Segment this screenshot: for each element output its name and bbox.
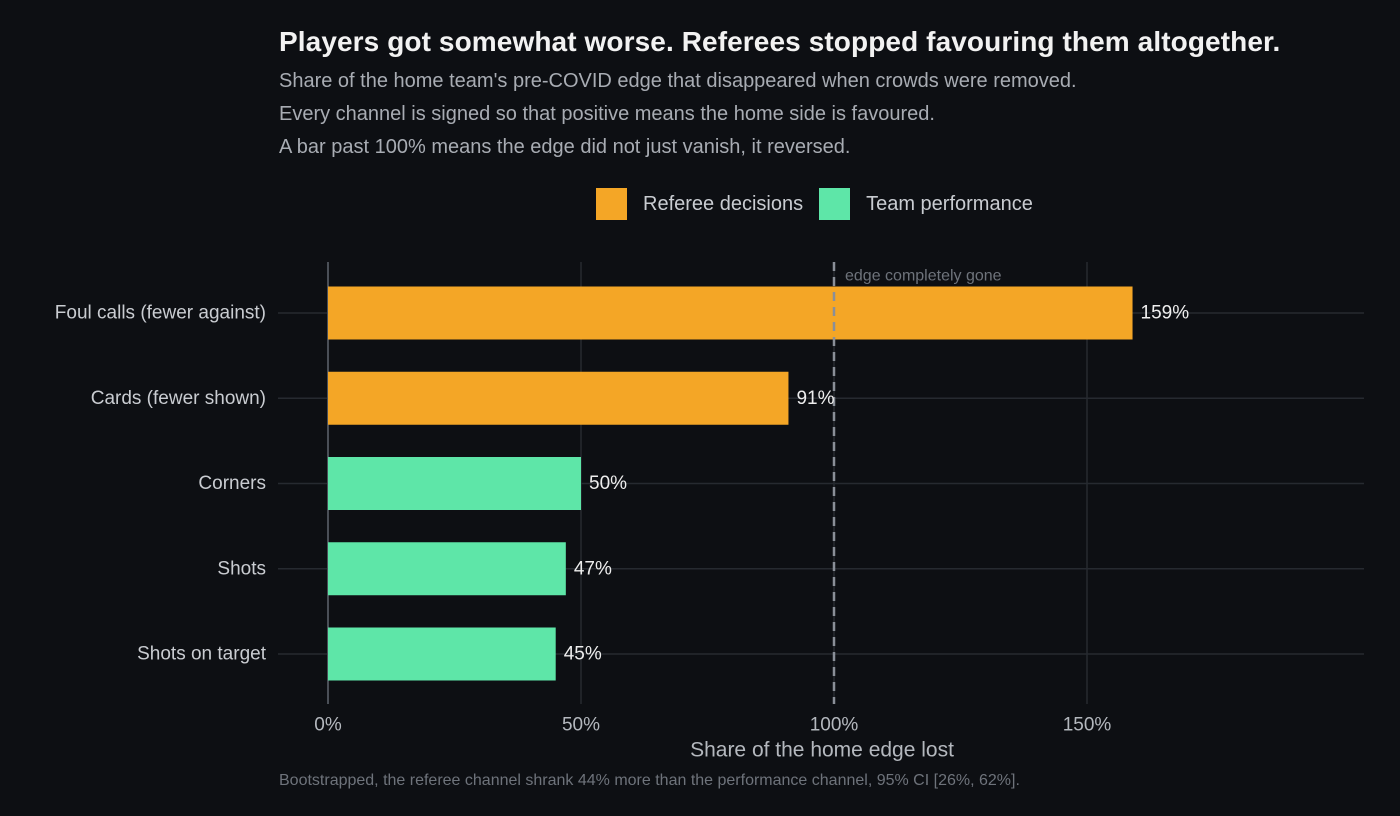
category-label: Shots on target [137,644,267,665]
legend-label-performance: Team performance [866,192,1033,215]
bar [328,457,581,510]
x-tick-label: 0% [314,715,342,736]
chart-title: Players got somewhat worse. Referees sto… [279,26,1281,57]
legend-item-referee: Referee decisions [596,188,803,220]
bar-value-label: 50% [589,473,627,494]
legend-swatch-performance [819,188,851,220]
legend-item-performance: Team performance [819,188,1033,220]
bar [328,627,556,681]
bar-value-label: 91% [796,388,834,409]
bar [328,371,789,425]
legend-swatch-referee [596,188,627,220]
category-label: Shots [217,558,266,579]
chart-caption: Bootstrapped, the referee channel shrank… [279,772,1020,789]
x-axis-title: Share of the home edge lost [690,739,954,762]
legend-label-referee: Referee decisions [643,192,804,215]
category-label: Cards (fewer shown) [91,388,266,409]
x-tick-label: 50% [562,715,600,736]
bar [328,286,1133,340]
label-layer: Foul calls (fewer against) Cards (fewer s… [55,268,1189,762]
chart-legend: Referee decisions Team performance [596,188,1049,220]
bar [328,542,566,596]
reference-line-label: edge completely gone [845,268,1002,285]
x-tick-label: 100% [810,715,859,736]
category-label: Foul calls (fewer against) [55,303,266,324]
bar-layer [328,262,1133,704]
bar-value-label: 45% [564,644,602,665]
chart-subtitle-line-3: A bar past 100% means the edge did not j… [279,136,851,158]
x-tick-label: 150% [1063,715,1112,736]
chart-subtitle-line-1: Share of the home team's pre-COVID edge … [279,70,1077,92]
bar-value-label: 47% [574,558,612,579]
chart-subtitle-line-2: Every channel is signed so that positive… [279,103,935,125]
category-label: Corners [198,473,266,494]
bar-value-label: 159% [1141,303,1190,324]
